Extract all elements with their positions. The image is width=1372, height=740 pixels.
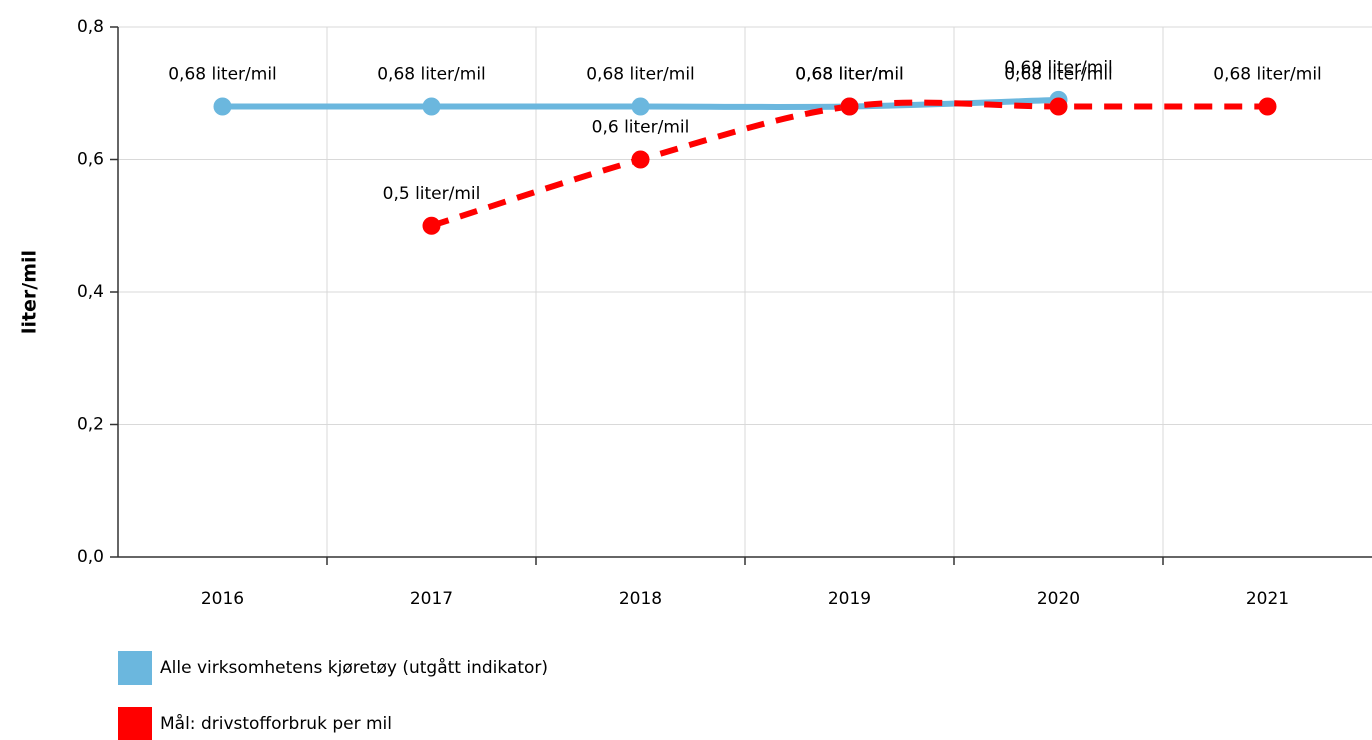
x-tick-label: 2016 (201, 589, 244, 609)
x-tick-label: 2021 (1246, 589, 1289, 609)
data-label: 0,6 liter/mil (592, 118, 690, 138)
point (1258, 97, 1277, 116)
data-label: 0,68 liter/mil (168, 65, 277, 85)
point (631, 97, 650, 116)
y-tick-label: 0,6 (77, 150, 104, 170)
data-label: 0,68 liter/mil (1213, 65, 1322, 85)
point (422, 97, 441, 116)
y-tick-label: 0,4 (77, 282, 104, 302)
y-tick-label: 0,8 (77, 17, 104, 37)
data-label: 0,5 liter/mil (383, 184, 481, 204)
data-label: 0,68 liter/mil (586, 65, 695, 85)
data-label: 0,68 liter/mil (795, 65, 904, 85)
x-tick-label: 2020 (1037, 589, 1080, 609)
data-label: 0,68 liter/mil (1004, 65, 1113, 85)
point (422, 216, 441, 235)
point (1049, 97, 1068, 116)
series-line (430, 99, 1268, 229)
legend-label: Alle virksomhetens kjøretøy (utgått indi… (160, 657, 548, 678)
point (631, 150, 650, 169)
data-label: 0,68 liter/mil (377, 65, 486, 85)
x-tick-label: 2018 (619, 589, 662, 609)
y-tick-label: 0,0 (77, 547, 104, 567)
y-tick-label: 0,2 (77, 415, 104, 435)
y-axis-label: liter/mil (19, 250, 41, 334)
legend-swatch (118, 651, 152, 685)
data-label: 0,69 liter/mil (1004, 58, 1113, 78)
legend-label: Mål: drivstofforbruk per mil (160, 713, 392, 734)
x-tick-label: 2019 (828, 589, 871, 609)
data-label: 0,68 liter/mil (795, 65, 904, 85)
point (213, 97, 232, 116)
x-tick-label: 2017 (410, 589, 453, 609)
legend-swatch (118, 707, 152, 740)
point (840, 97, 859, 116)
